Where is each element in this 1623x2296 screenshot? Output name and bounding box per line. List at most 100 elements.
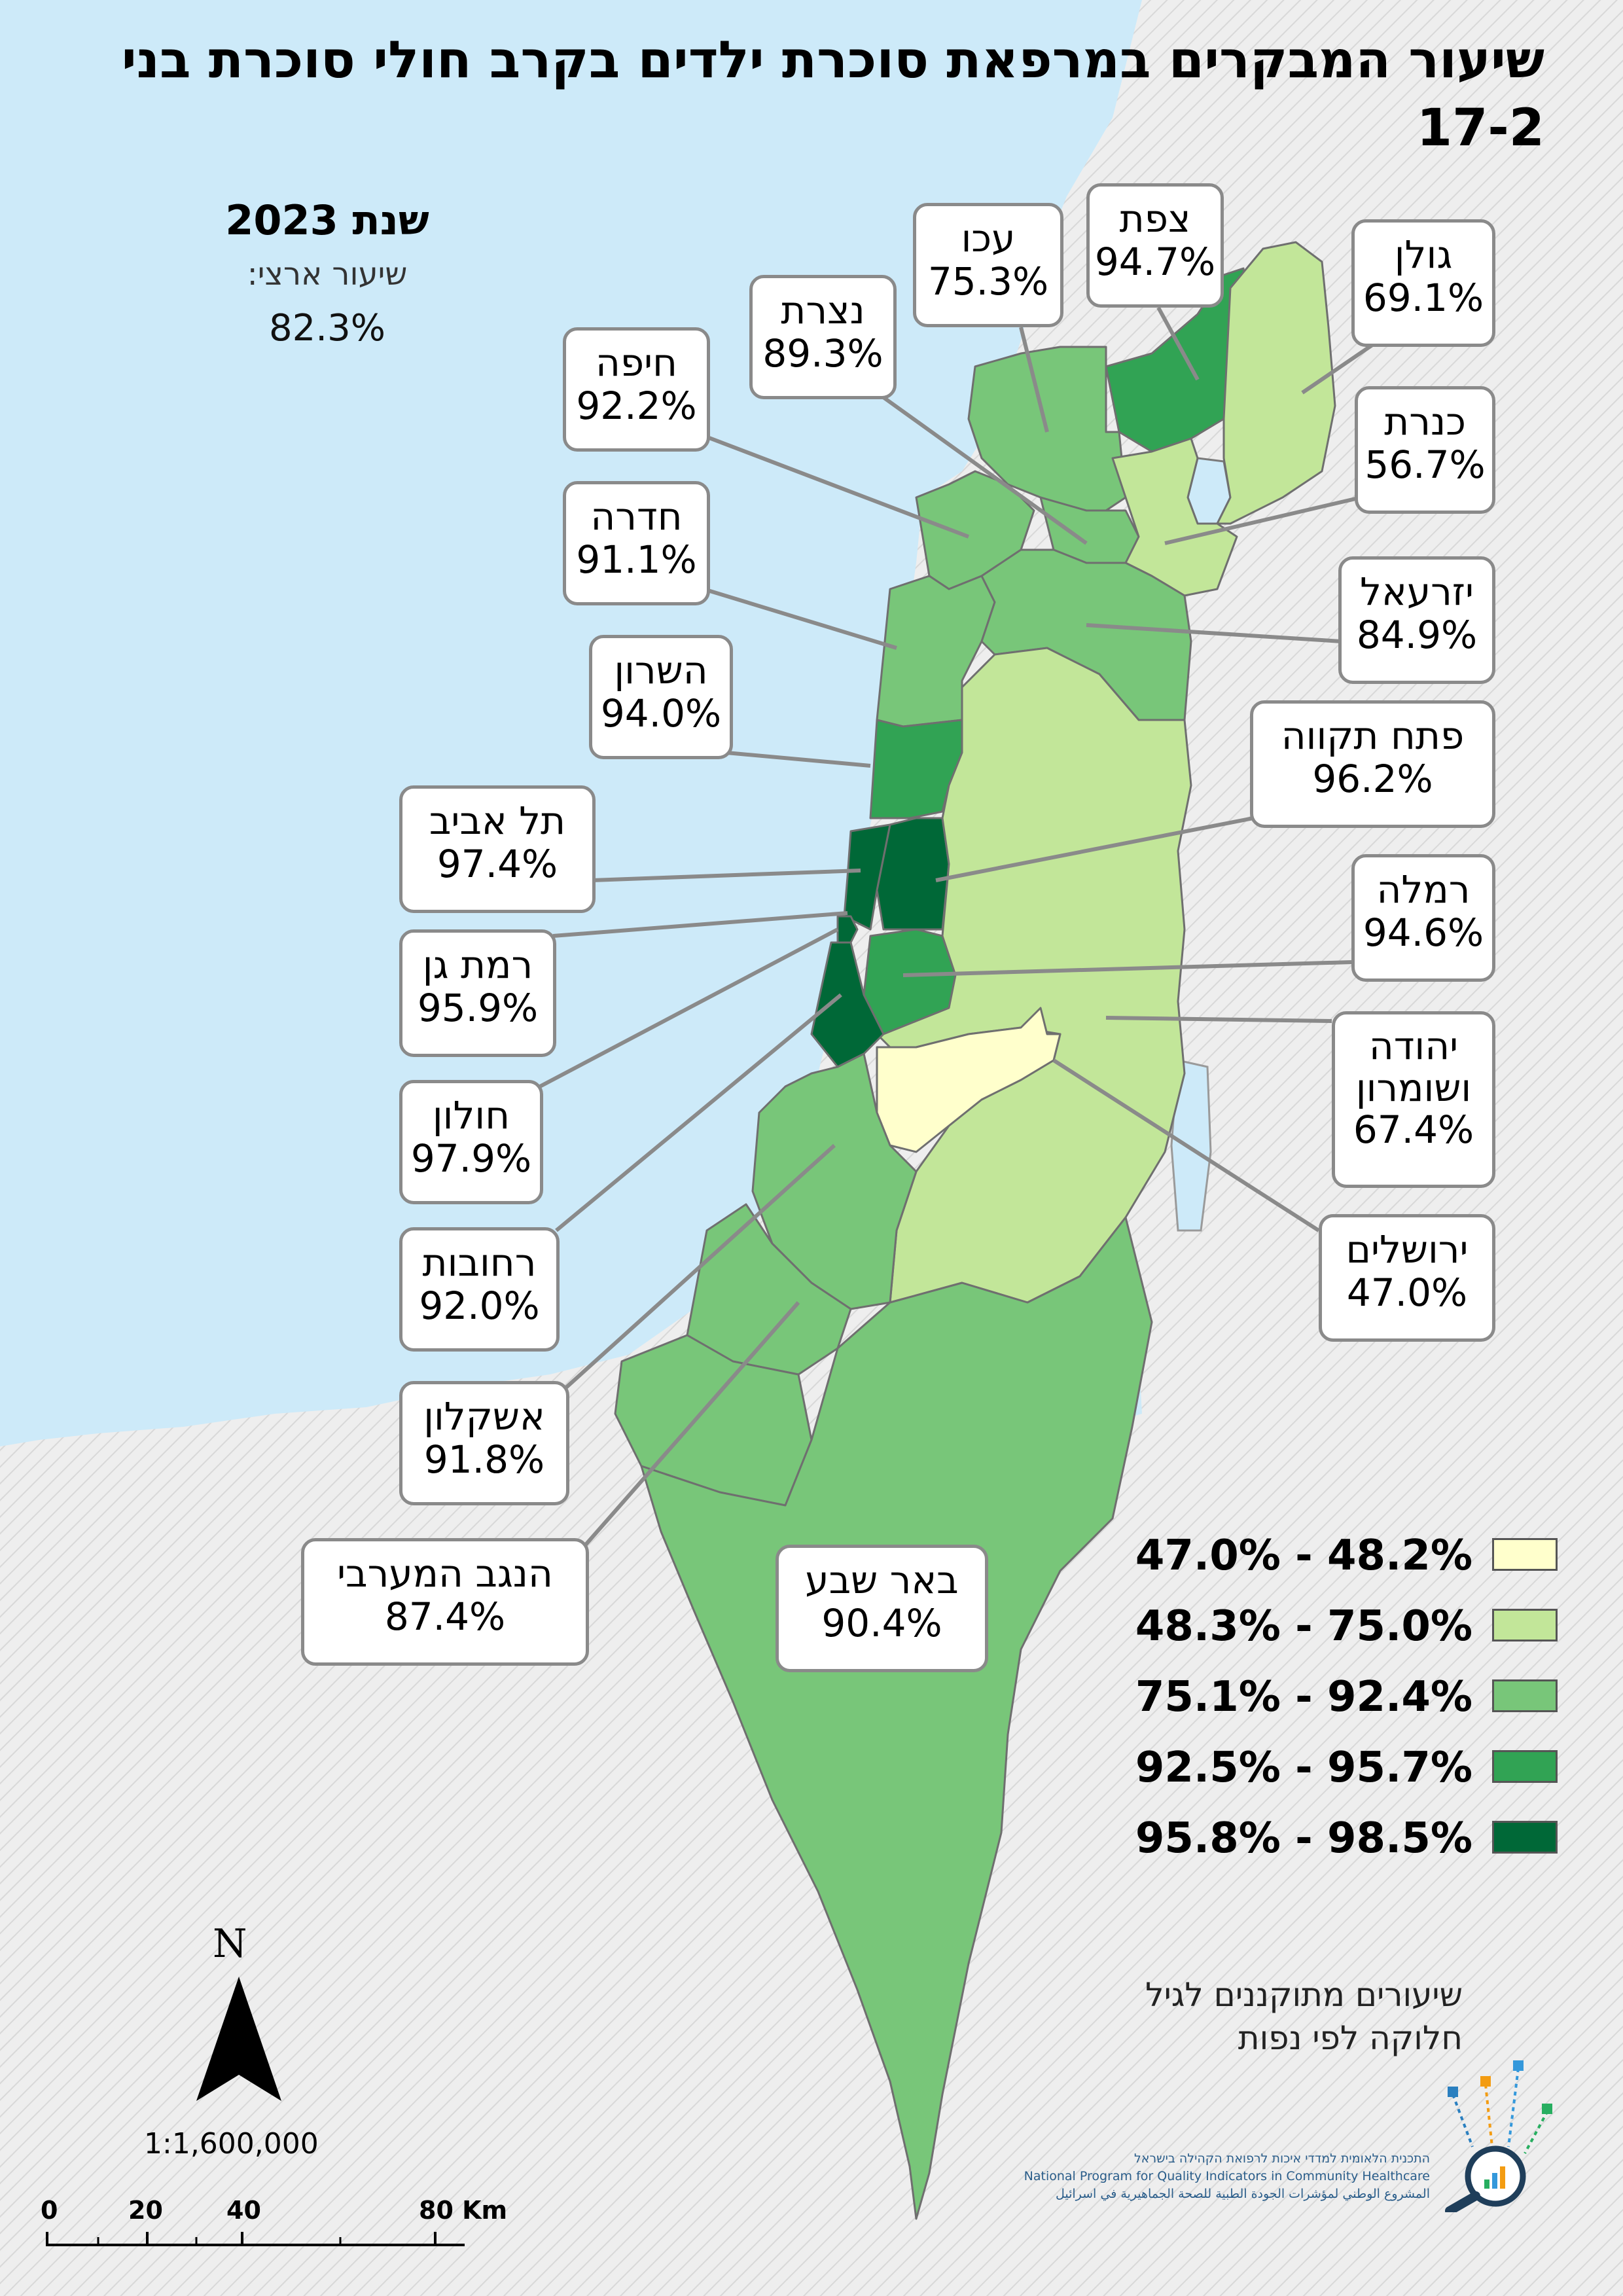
organization-logo: התכנית הלאומית למדדי איכות לרפואת הקהילה… [1021, 2049, 1571, 2219]
callout-leader-line [935, 816, 1254, 882]
legend-item: 47.0% - 48.2% [1113, 1525, 1584, 1596]
region-5 [1111, 437, 1238, 597]
legend-label: 47.0% - 48.2% [1135, 1532, 1472, 1580]
region-name: השרון [614, 648, 708, 692]
callout-leader-line [555, 993, 842, 1232]
region-value: 94.7% [1094, 240, 1216, 284]
region-callout: עכו 75.3% [913, 203, 1063, 327]
scale-tick-label: 40 [226, 2196, 261, 2225]
logo-text-english: National Program for Quality Indicators … [1024, 2169, 1430, 2183]
region-value: 89.3% [762, 331, 883, 376]
region-value: 96.2% [1312, 757, 1433, 801]
year-summary: שנת 2023 שיעור ארצי: 82.3% [196, 196, 458, 350]
region-value: 75.3% [927, 259, 1049, 304]
region-callout: חולון 97.9% [399, 1080, 543, 1204]
region-callout: הנגב המערבי 87.4% [301, 1538, 589, 1666]
region-value: 69.1% [1363, 276, 1484, 320]
region-value: 84.9% [1356, 613, 1478, 657]
region-name: ירושלים [1346, 1227, 1469, 1272]
region-value: 87.4% [384, 1594, 506, 1639]
method-note: שיעורים מתוקננים לגיל חלוקה לפי נפות [1005, 1973, 1463, 2060]
region-value: 90.4% [821, 1601, 942, 1645]
legend-swatch [1492, 1679, 1558, 1712]
scale-bar-icon [46, 2232, 465, 2246]
magnifier-logo-icon [1445, 2060, 1552, 2212]
region-name: רחובות [422, 1240, 537, 1285]
region-value: 56.7% [1364, 442, 1486, 487]
legend-item: 48.3% - 75.0% [1113, 1596, 1584, 1666]
region-name: חדרה [590, 494, 683, 539]
region-name: תל אביב [429, 798, 566, 843]
national-rate-label: שיעור ארצי: [247, 256, 408, 293]
legend-swatch [1492, 1609, 1558, 1641]
callout-leader-line [1301, 342, 1376, 395]
region-name: יהודה ושומרון [1355, 1024, 1472, 1110]
callout-leader-line [902, 960, 1352, 977]
region-callout: ירושלים 47.0% [1319, 1214, 1495, 1342]
region-callout: נצרת 89.3% [749, 275, 897, 399]
scale-ratio: 1:1,600,000 [144, 2127, 319, 2161]
logo-text-arabic: المشروع الوطني لمؤشرات الجودة الطبية للص… [1055, 2187, 1430, 2201]
legend-swatch [1492, 1750, 1558, 1783]
method-note-line: חלוקה לפי נפות [1238, 2019, 1463, 2057]
logo-text: התכנית הלאומית למדדי איכות לרפואת הקהילה… [1024, 2150, 1430, 2203]
region-callout: חדרה 91.1% [563, 481, 710, 605]
region-14 [810, 941, 885, 1068]
region-name: הנגב המערבי [337, 1551, 553, 1596]
region-value: 97.4% [437, 842, 558, 886]
legend: 47.0% - 48.2% 48.3% - 75.0% 75.1% - 92.4% 9… [1113, 1525, 1584, 1878]
region-19 [640, 1216, 1153, 2220]
legend-label: 75.1% - 92.4% [1135, 1673, 1472, 1721]
region-value: 92.0% [419, 1283, 540, 1328]
region-callout: רמת גן 95.9% [399, 929, 556, 1057]
region-value: 97.9% [410, 1136, 532, 1181]
region-name: אשקלון [423, 1394, 545, 1439]
region-value: 94.6% [1363, 910, 1484, 955]
legend-swatch [1492, 1821, 1558, 1854]
region-callout: כנרת 56.7% [1355, 386, 1495, 514]
region-value: 91.8% [423, 1437, 545, 1482]
region-value: 91.1% [576, 537, 697, 582]
legend-item: 95.8% - 98.5% [1113, 1808, 1584, 1878]
region-callout: תל אביב 97.4% [399, 785, 596, 913]
region-12 [836, 915, 859, 944]
region-value: 67.4% [1353, 1107, 1474, 1152]
callout-leader-line [552, 911, 848, 938]
region-name: פתח תקווה [1281, 713, 1465, 758]
callout-leader-line [539, 927, 839, 1088]
callout-leader-line [584, 1301, 800, 1546]
north-arrow-icon [196, 1977, 281, 2101]
region-callout: השרון 94.0% [589, 635, 733, 759]
region-name: חיפה [596, 340, 677, 385]
callout-leader-line [703, 587, 897, 650]
national-rate-value: 82.3% [269, 307, 385, 350]
method-note-line: שיעורים מתוקננים לגיל [1145, 1976, 1463, 2014]
region-value: 95.9% [417, 986, 539, 1030]
region-name: צפת [1119, 196, 1191, 241]
legend-swatch [1492, 1538, 1558, 1571]
legend-item: 75.1% - 92.4% [1113, 1666, 1584, 1737]
scale-tick-label: 20 [128, 2196, 163, 2225]
region-name: עכו [961, 216, 1016, 260]
north-letter: N [213, 1921, 247, 1967]
region-callout: יזרעאל 84.9% [1338, 556, 1495, 684]
dead-sea [1170, 1059, 1212, 1232]
region-name: באר שבע [805, 1558, 959, 1602]
region-value: 47.0% [1346, 1270, 1468, 1315]
legend-label: 48.3% - 75.0% [1135, 1602, 1472, 1651]
scale-tick-label: 80 Km [419, 2196, 508, 2225]
callout-leader-line [1019, 327, 1049, 433]
region-6 [876, 575, 996, 728]
scale-tick-label: 0 [41, 2196, 58, 2225]
region-value: 94.0% [600, 691, 722, 736]
callout-leader-line [1086, 623, 1342, 643]
region-7 [980, 548, 1192, 721]
logo-text-hebrew: התכנית הלאומית למדדי איכות לרפואת הקהילה… [1133, 2151, 1430, 2166]
region-name: רמת גן [422, 942, 533, 987]
region-callout: צפת 94.7% [1086, 183, 1224, 308]
year-label: שנת 2023 [225, 196, 429, 244]
callout-leader-line [1164, 495, 1362, 545]
region-name: יזרעאל [1360, 569, 1474, 614]
region-10 [843, 823, 891, 931]
callout-leader-line [592, 869, 861, 882]
